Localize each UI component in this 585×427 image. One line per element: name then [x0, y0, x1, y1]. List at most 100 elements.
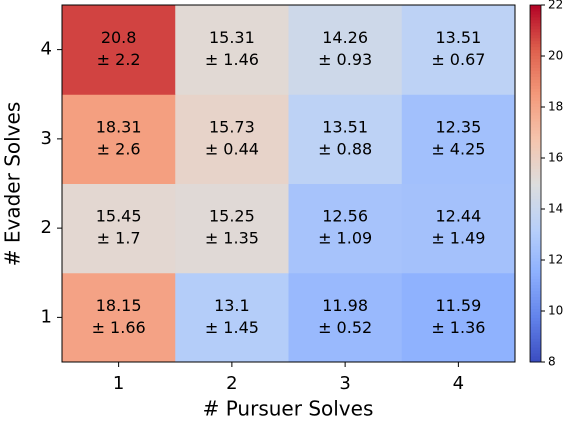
colorbar-step	[530, 25, 541, 30]
colorbar-step	[530, 240, 541, 244]
y-tick-label: 2	[41, 217, 52, 238]
colorbar-step	[530, 55, 541, 60]
colorbar-frame	[529, 4, 542, 363]
colorbar-step	[530, 308, 541, 312]
colorbar-step	[530, 129, 541, 134]
colorbar-step	[530, 5, 541, 9]
cell-error: ± 1.7	[97, 229, 141, 248]
colorbar-tick-label: 16	[548, 151, 563, 165]
cell-error: ± 0.52	[318, 318, 372, 337]
colorbar-step	[530, 263, 541, 268]
colorbar-step	[530, 290, 541, 295]
cell-value: 11.98	[322, 296, 368, 315]
y-tick-label: 3	[41, 128, 52, 149]
colorbar-step	[530, 76, 541, 80]
colorbar-step	[530, 34, 541, 39]
colorbar-step	[530, 109, 541, 113]
colorbar-step	[530, 126, 541, 131]
colorbar-step	[530, 275, 541, 280]
colorbar-step	[530, 302, 541, 306]
cell-value: 18.15	[96, 296, 142, 315]
colorbar-step	[530, 13, 541, 18]
heatmap-cell	[175, 272, 289, 363]
colorbar-step	[530, 207, 541, 211]
cell-value: 15.31	[209, 28, 255, 47]
cell-value: 13.51	[435, 28, 481, 47]
heatmap-cell	[401, 94, 516, 184]
heatmap-cell	[62, 183, 176, 274]
colorbar-step	[530, 43, 541, 48]
colorbar-step	[530, 156, 541, 161]
colorbar-step	[530, 323, 541, 327]
colorbar-tick-label: 14	[548, 202, 563, 216]
heatmap-cell	[401, 272, 516, 363]
x-tick-label: 4	[453, 373, 464, 394]
colorbar-step	[530, 106, 541, 110]
heatmap-cell	[62, 5, 176, 95]
cell-value: 15.45	[96, 207, 142, 226]
colorbar-step	[530, 153, 541, 158]
cell-value: 15.25	[209, 207, 255, 226]
x-tick-label: 3	[339, 373, 350, 394]
colorbar-step	[530, 243, 541, 247]
colorbar-step	[530, 344, 541, 348]
colorbar-step	[530, 341, 541, 345]
colorbar-step	[530, 234, 541, 238]
colorbar-step	[530, 82, 541, 86]
colorbar-step	[530, 284, 541, 289]
heatmap-cell	[288, 5, 403, 95]
colorbar-step	[530, 16, 541, 21]
cell-value: 12.35	[435, 117, 481, 136]
colorbar-step	[530, 88, 541, 92]
colorbar-step	[530, 296, 541, 301]
colorbar-step	[530, 231, 541, 235]
colorbar-step	[530, 147, 541, 152]
heatmap-cell	[288, 183, 403, 274]
x-tick-label: 2	[226, 373, 237, 394]
colorbar-step	[530, 266, 541, 271]
colorbar-step	[530, 46, 541, 51]
colorbar-step	[530, 213, 541, 217]
colorbar-step	[530, 237, 541, 241]
cell-value: 14.26	[322, 28, 368, 47]
cell-value: 12.44	[435, 207, 481, 226]
colorbar-step	[530, 31, 541, 36]
colorbar-step	[530, 171, 541, 176]
cell-error: ± 0.44	[205, 139, 259, 158]
y-tick-label: 4	[41, 39, 52, 60]
colorbar-step	[530, 335, 541, 339]
colorbar-step	[530, 210, 541, 214]
colorbar-tick-label: 12	[548, 253, 563, 267]
cell-value: 11.59	[435, 296, 481, 315]
colorbar-step	[530, 7, 541, 12]
cell-value: 12.56	[322, 207, 368, 226]
cell-error: ± 0.67	[431, 50, 485, 69]
colorbar-step	[530, 359, 541, 363]
colorbar-step	[530, 177, 541, 182]
colorbar-step	[530, 115, 541, 119]
cell-value: 18.31	[96, 117, 142, 136]
colorbar-step	[530, 216, 541, 220]
heatmap-cell	[62, 94, 176, 184]
colorbar-step	[530, 347, 541, 351]
colorbar-step	[530, 195, 541, 199]
colorbar-tick-label: 8	[548, 355, 556, 369]
colorbar-step	[530, 112, 541, 116]
colorbar-step	[530, 141, 541, 146]
colorbar-step	[530, 121, 541, 125]
colorbar-step	[530, 100, 541, 104]
colorbar-step	[530, 162, 541, 167]
heatmap-cell	[288, 272, 403, 363]
colorbar-step	[530, 132, 541, 137]
colorbar-step	[530, 219, 541, 223]
colorbar-step	[530, 70, 541, 74]
heatmap-cell	[62, 272, 176, 363]
cell-value: 15.73	[209, 117, 255, 136]
colorbar-step	[530, 254, 541, 259]
colorbar-step	[530, 350, 541, 354]
cell-error: ± 4.25	[431, 139, 485, 158]
cell-error: ± 1.45	[205, 318, 259, 337]
heatmap-cell	[401, 5, 516, 95]
colorbar-tick-label: 20	[548, 49, 563, 63]
colorbar-step	[530, 201, 541, 205]
